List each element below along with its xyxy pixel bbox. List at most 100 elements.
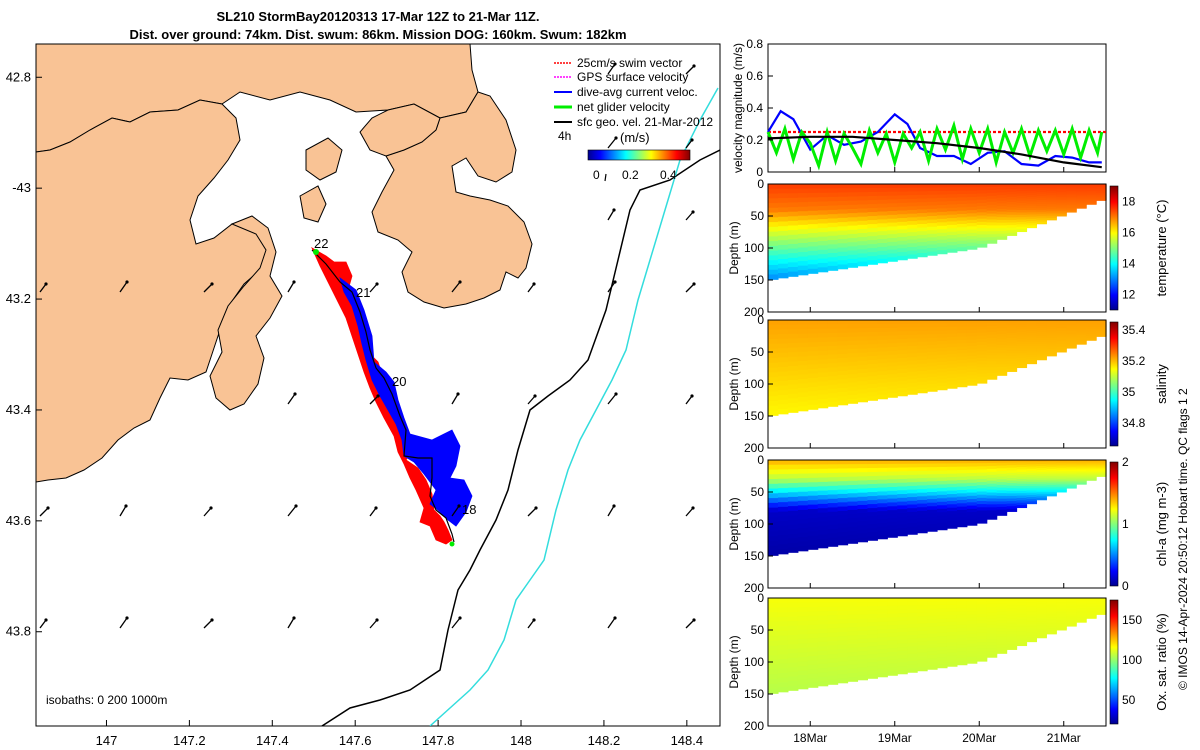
section-cell (837, 324, 849, 330)
section-cell (797, 224, 809, 230)
section-cell (1026, 490, 1038, 494)
section-cell (956, 503, 968, 508)
section-cell (1076, 618, 1087, 621)
section-cell (817, 214, 829, 220)
section-cell (837, 226, 849, 232)
section-cell (817, 320, 829, 325)
section-cell (1016, 460, 1028, 463)
section-cell (1056, 620, 1067, 623)
section-cell (847, 229, 859, 235)
section-cell (1036, 623, 1047, 627)
section-cell (887, 374, 898, 379)
section-cell (817, 372, 829, 378)
section-cell (937, 484, 948, 489)
section-cell (867, 228, 878, 233)
section-cell (996, 614, 1008, 618)
section-cell (877, 207, 888, 213)
section-cell (966, 229, 978, 234)
section-cell (1096, 197, 1107, 200)
section-cell (1016, 635, 1028, 639)
section-cell (1006, 348, 1018, 352)
section-cell (1086, 478, 1097, 480)
section-cell (1006, 201, 1018, 206)
section-cell (1066, 604, 1077, 607)
section-cell (807, 395, 819, 401)
section-cell (837, 379, 849, 385)
section-cell (1026, 602, 1038, 606)
section-cell (976, 323, 988, 327)
section-cell (857, 521, 869, 526)
section-cell (1016, 462, 1028, 466)
section-cell (976, 367, 988, 372)
section-cell (1086, 602, 1097, 604)
section-cell (1046, 330, 1057, 334)
section-cell (1046, 207, 1057, 210)
section-cell (907, 375, 918, 380)
section-cell (937, 379, 948, 384)
section-cell (857, 224, 869, 230)
section-cell (1076, 321, 1087, 324)
section-cell (946, 463, 958, 468)
section-cell (986, 654, 998, 658)
colorbar-units-label: (m/s) (620, 130, 650, 145)
section-cell (1016, 609, 1028, 613)
section-cell (1096, 474, 1107, 477)
section-cell (986, 334, 998, 339)
section-cell (1066, 472, 1077, 475)
section-cell (797, 473, 809, 479)
section-cell (937, 508, 948, 513)
section-cell (887, 644, 898, 649)
section-cell (1086, 334, 1097, 336)
section-cell (1026, 635, 1038, 638)
section-cell (827, 393, 839, 399)
section-cell (937, 629, 948, 634)
section-cell (897, 236, 908, 242)
section-cell (847, 233, 859, 239)
section-cell (1006, 194, 1018, 198)
section-cell (927, 662, 938, 667)
section-cell (887, 323, 898, 329)
section-cell (827, 675, 839, 681)
current-vector-head-8 (210, 282, 214, 286)
section-cell (956, 369, 968, 374)
section-cell (1056, 321, 1067, 324)
section-cell (1016, 329, 1028, 333)
section-cell (817, 641, 829, 647)
section-cell (827, 184, 839, 189)
current-vector-head-10 (375, 282, 379, 286)
section-cell (897, 516, 908, 522)
section-cell (1086, 473, 1097, 475)
section-cell (937, 372, 948, 377)
section-cell (946, 604, 958, 609)
section-cell (917, 481, 928, 487)
section-cell (937, 250, 948, 255)
section-cell (966, 495, 978, 500)
section-cell (986, 489, 998, 494)
section-cell (1076, 185, 1087, 188)
map-xtick-label-0: 147 (96, 733, 118, 748)
section-cell (996, 320, 1008, 324)
current-vector-33 (287, 617, 295, 629)
section-cell (787, 329, 799, 335)
section-cell (797, 197, 809, 203)
section-cell (797, 541, 809, 547)
section-cell (777, 404, 789, 410)
section-cell (837, 640, 849, 646)
section-cell (787, 202, 799, 208)
section-cell (1006, 495, 1018, 500)
section-cell (827, 384, 839, 390)
section-cell (1066, 320, 1077, 322)
section-cell (1006, 633, 1018, 638)
section-cell (1016, 214, 1028, 218)
section-cell (966, 323, 978, 328)
section-cell (777, 677, 789, 683)
section-cell (956, 647, 968, 652)
section-cell (817, 538, 829, 544)
section-cell (1056, 343, 1067, 347)
section-cell (817, 324, 829, 330)
section-cell (1026, 473, 1038, 476)
section-cell (897, 613, 908, 618)
section-cell (1036, 331, 1047, 335)
section-cell (837, 362, 849, 368)
section-cell (937, 326, 948, 332)
